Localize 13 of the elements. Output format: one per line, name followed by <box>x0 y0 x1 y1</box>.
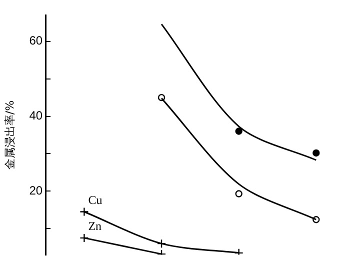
point <box>80 233 89 243</box>
point <box>312 149 320 157</box>
point <box>156 238 166 248</box>
point <box>235 190 242 198</box>
point <box>80 207 89 216</box>
y-tick-label: 40 <box>29 108 43 123</box>
y-tick-label: 20 <box>29 183 43 198</box>
y-axis-title: 金属浸出率/% <box>3 100 16 170</box>
point <box>235 128 242 135</box>
point <box>234 248 244 255</box>
series-label: Zn <box>88 219 102 234</box>
y-tick-label: 60 <box>29 34 43 48</box>
series-label: Cu <box>88 192 102 207</box>
